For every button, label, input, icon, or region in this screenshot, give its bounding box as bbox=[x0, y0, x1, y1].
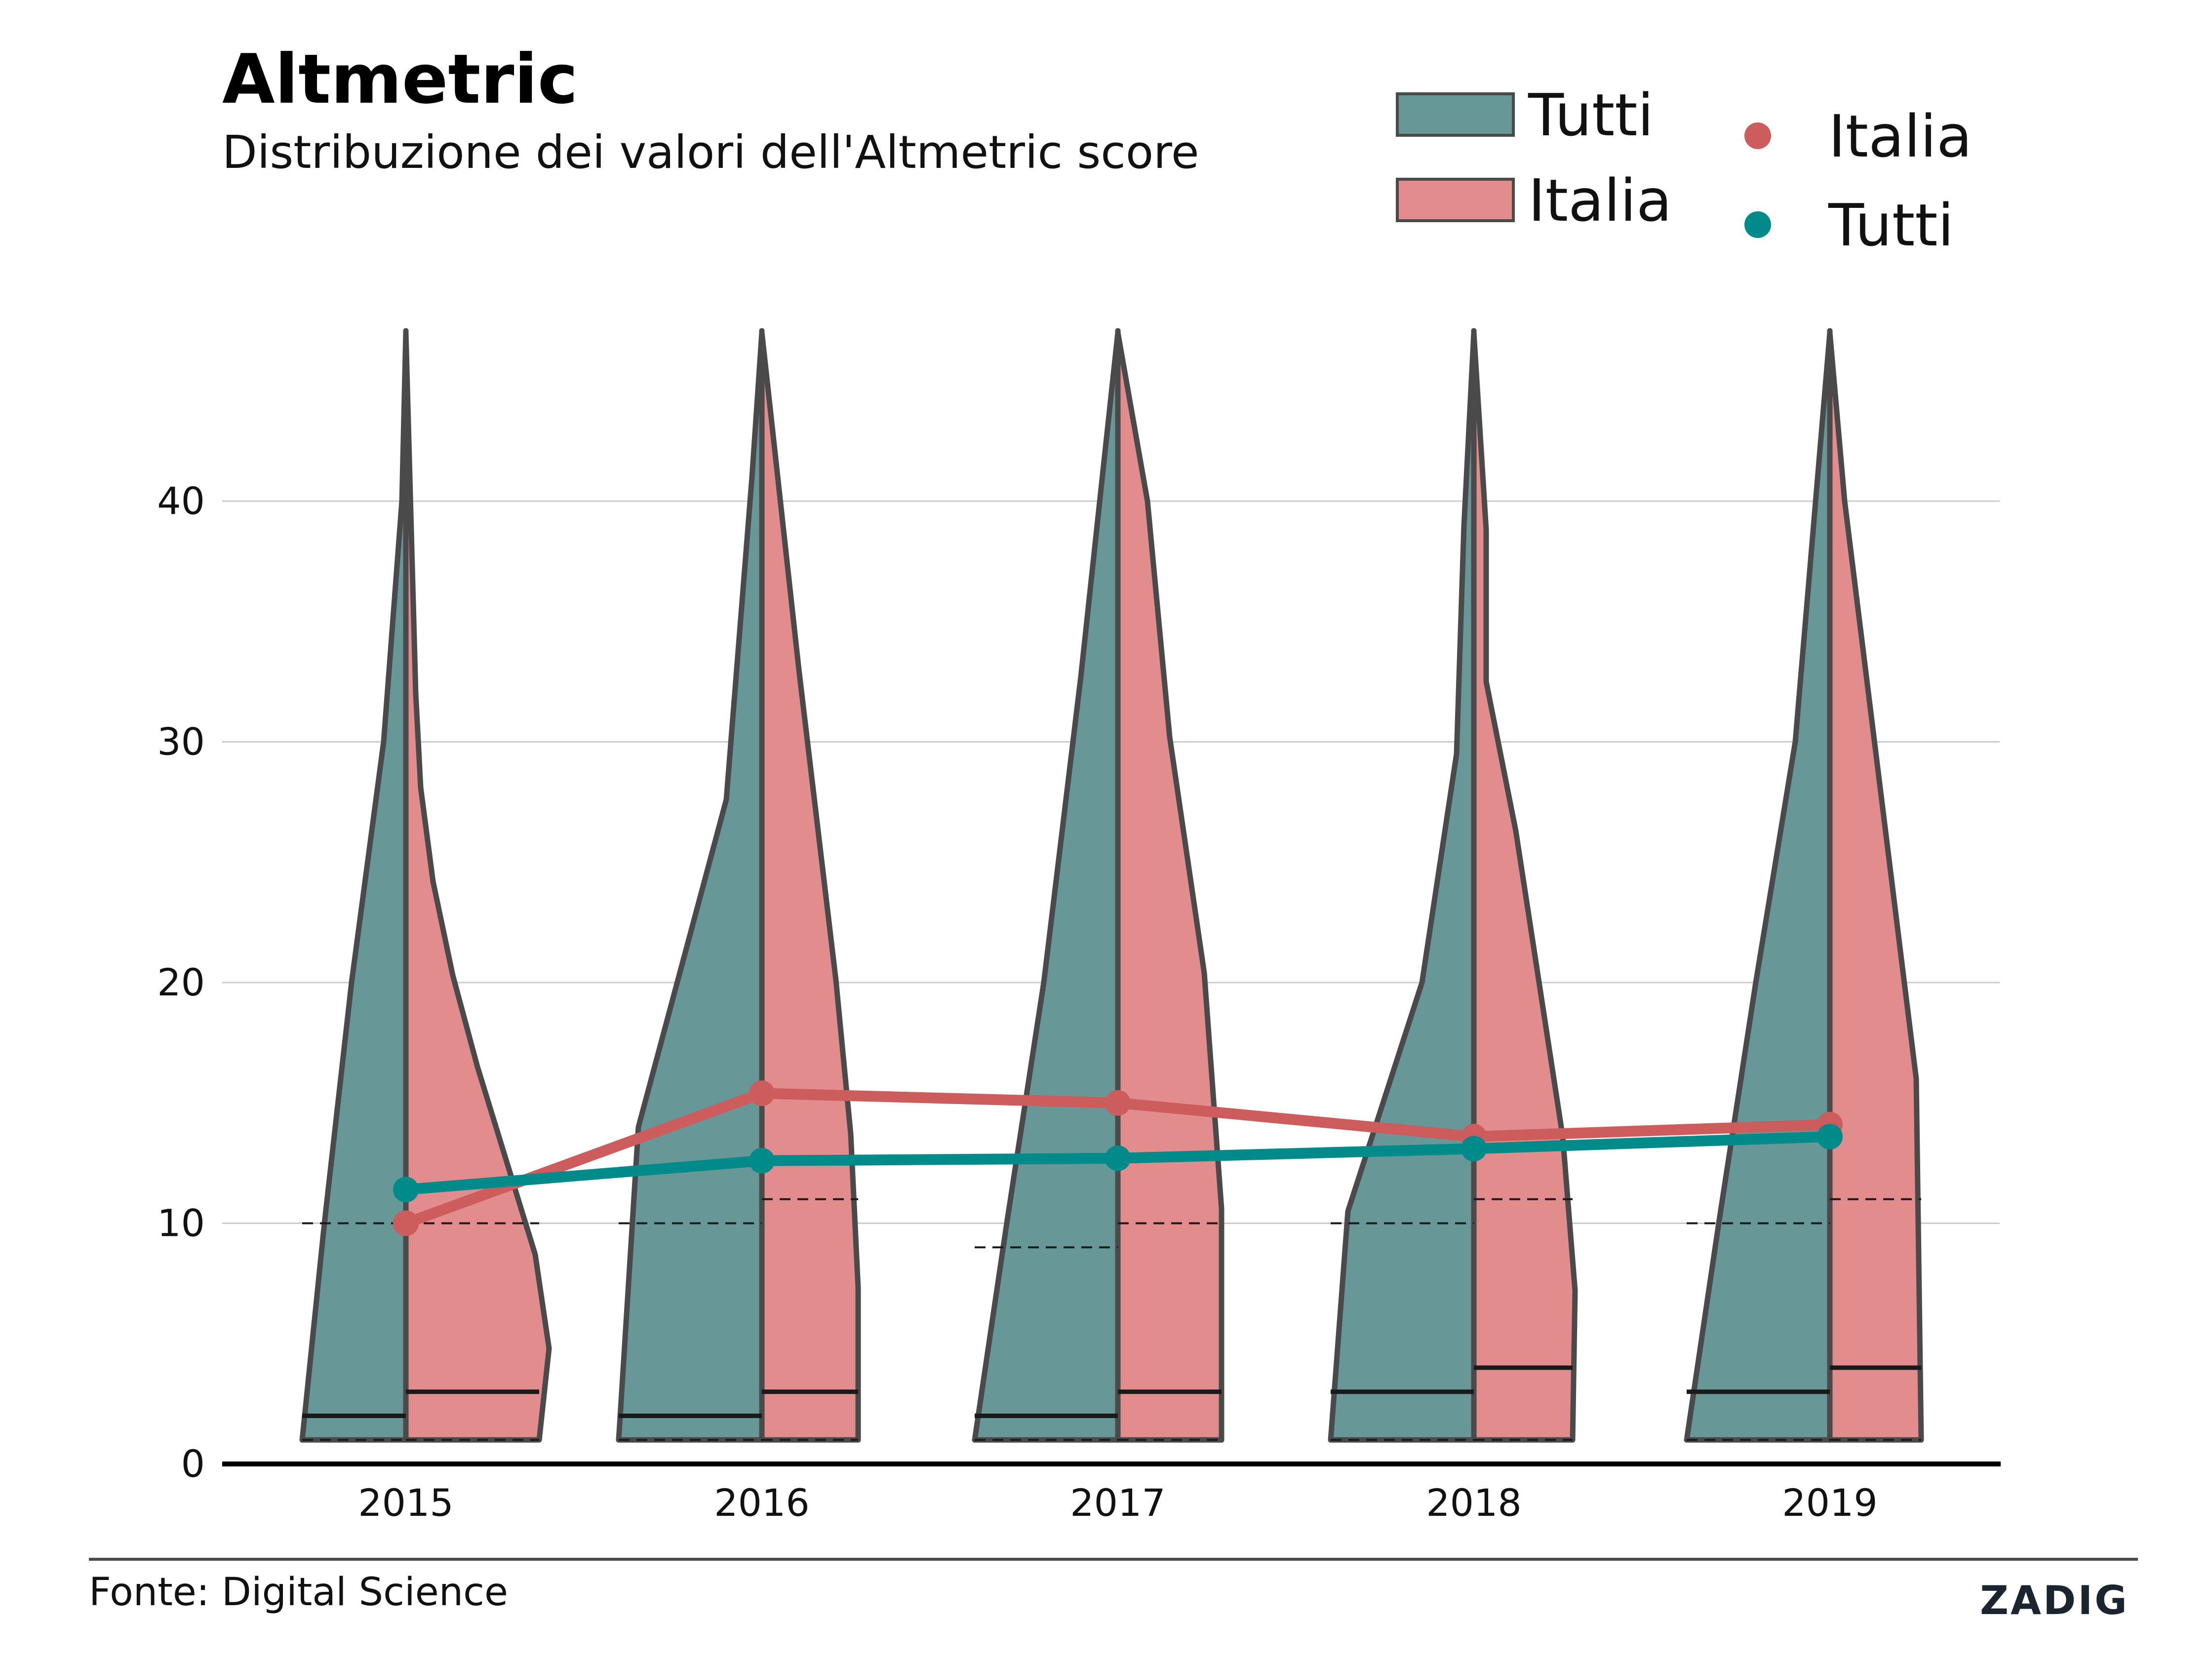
violin-tutti-2016 bbox=[616, 328, 765, 1443]
point-tutti-2015 bbox=[393, 1177, 419, 1203]
quartile-lines bbox=[302, 1198, 1921, 1441]
y-tick-label: 10 bbox=[157, 1201, 205, 1245]
x-tick-label: 2019 bbox=[1782, 1481, 1877, 1525]
legend-label-italia: Italia bbox=[1528, 166, 1672, 235]
series-lines bbox=[393, 1080, 1843, 1236]
legend-point-tutti bbox=[1744, 211, 1771, 238]
source-note: Fonte: Digital Science bbox=[89, 1570, 509, 1615]
y-tick-label: 40 bbox=[157, 479, 205, 523]
chart-subtitle: Distribuzione dei valori dell'Altmetric … bbox=[222, 126, 1199, 179]
y-tick-label: 0 bbox=[181, 1442, 205, 1486]
point-tutti-2019 bbox=[1817, 1124, 1843, 1149]
legend-label-tutti: Tutti bbox=[1528, 81, 1654, 149]
axes: 0 10 20 30 40 2015 2016 2017 2018 2019 bbox=[157, 479, 2001, 1525]
violin-tutti-2017 bbox=[972, 328, 1121, 1443]
y-tick-label: 30 bbox=[157, 720, 205, 764]
violin-tutti-2019 bbox=[1684, 328, 1833, 1443]
footer-divider bbox=[89, 1558, 2138, 1561]
chart-title: Altmetric bbox=[222, 40, 578, 119]
violin-italia-2015 bbox=[403, 328, 552, 1443]
x-tick-label: 2018 bbox=[1426, 1481, 1521, 1525]
violin-italia-2018 bbox=[1471, 328, 1578, 1443]
violin-italia-2019 bbox=[1827, 328, 1924, 1443]
violin-italia-2016 bbox=[759, 328, 861, 1443]
point-tutti-2016 bbox=[749, 1147, 775, 1174]
legend-label-point-tutti: Tutti bbox=[1828, 191, 1954, 259]
x-tick-label: 2017 bbox=[1070, 1481, 1165, 1525]
legend-swatch-tutti bbox=[1396, 92, 1515, 137]
point-tutti-2018 bbox=[1461, 1136, 1487, 1162]
point-italia-2016 bbox=[749, 1080, 775, 1106]
legend-point-italia bbox=[1744, 122, 1771, 149]
logo-text: ZADIG bbox=[1980, 1578, 2129, 1623]
x-tick-label: 2015 bbox=[358, 1481, 453, 1525]
legend-label-point-italia: Italia bbox=[1828, 102, 1972, 170]
point-tutti-2017 bbox=[1105, 1145, 1131, 1171]
x-tick-label: 2016 bbox=[714, 1481, 809, 1525]
zadig-logo: ZADIG bbox=[1980, 1578, 2129, 1623]
violin-italia-2017 bbox=[1115, 328, 1224, 1443]
violin-tutti-2015 bbox=[299, 328, 409, 1443]
violins bbox=[299, 328, 1924, 1443]
point-italia-2017 bbox=[1105, 1090, 1131, 1116]
point-italia-2015 bbox=[393, 1210, 419, 1236]
legend: Tutti Italia Italia Tutti bbox=[1396, 81, 1972, 259]
violin-tutti-2018 bbox=[1328, 328, 1477, 1443]
y-tick-label: 20 bbox=[157, 960, 205, 1004]
legend-swatch-italia bbox=[1396, 178, 1515, 222]
